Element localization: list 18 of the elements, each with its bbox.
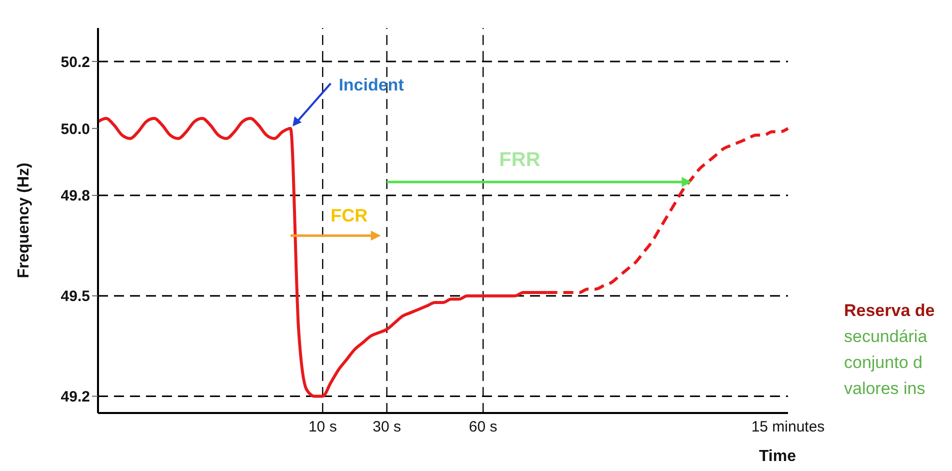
annotation: FRR	[499, 149, 541, 171]
y-tick-label: 49.5	[60, 288, 90, 306]
x-tick-label: 10 s	[308, 418, 337, 436]
y-axis-title: Frequency (Hz)	[16, 162, 33, 278]
y-tick-label: 50.0	[60, 120, 90, 138]
text: secundária	[844, 326, 928, 348]
x-axis-title: Time	[758, 448, 796, 465]
y-tick-label: 49.8	[60, 188, 90, 205]
annotation: FCR	[330, 206, 368, 226]
text: valores ins	[844, 378, 926, 400]
y-tick-label: 50.2	[60, 54, 90, 71]
x-tick-label: 30 s	[372, 418, 402, 436]
y-tick-label: 49.2	[60, 388, 90, 406]
x-tick-label: 15 minutes	[751, 418, 825, 436]
text: Reserva de	[844, 300, 936, 322]
text: conjunto d	[844, 352, 924, 374]
annotation: Incident	[338, 75, 404, 94]
x-tick-label: 60 s	[468, 418, 498, 436]
